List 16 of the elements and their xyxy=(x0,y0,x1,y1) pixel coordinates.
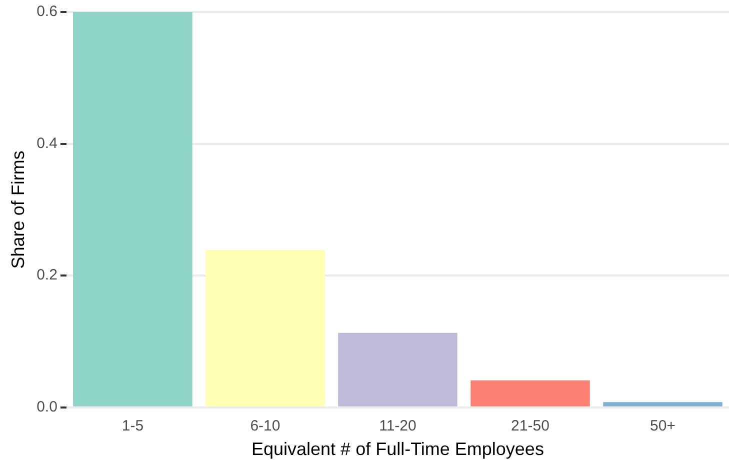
x-tick-label: 50+ xyxy=(650,418,676,435)
x-tick-label: 21-50 xyxy=(511,418,550,435)
y-tick-label: 0.4 xyxy=(36,134,58,152)
y-tick-label: 0.6 xyxy=(36,3,58,20)
bar xyxy=(470,380,590,406)
bar xyxy=(338,332,458,406)
bar xyxy=(206,250,325,406)
bar xyxy=(73,12,192,406)
x-tick-label: 6-10 xyxy=(250,418,280,435)
x-tick-label: 11-20 xyxy=(379,418,416,435)
y-axis-title: Share of Firms xyxy=(8,150,28,269)
bar xyxy=(603,402,722,406)
y-tick-label: 0.0 xyxy=(36,398,58,416)
y-tick-label: 0.2 xyxy=(36,266,58,284)
x-tick-label: 1-5 xyxy=(122,418,144,435)
x-axis-title: Equivalent # of Full-Time Employees xyxy=(251,439,544,460)
